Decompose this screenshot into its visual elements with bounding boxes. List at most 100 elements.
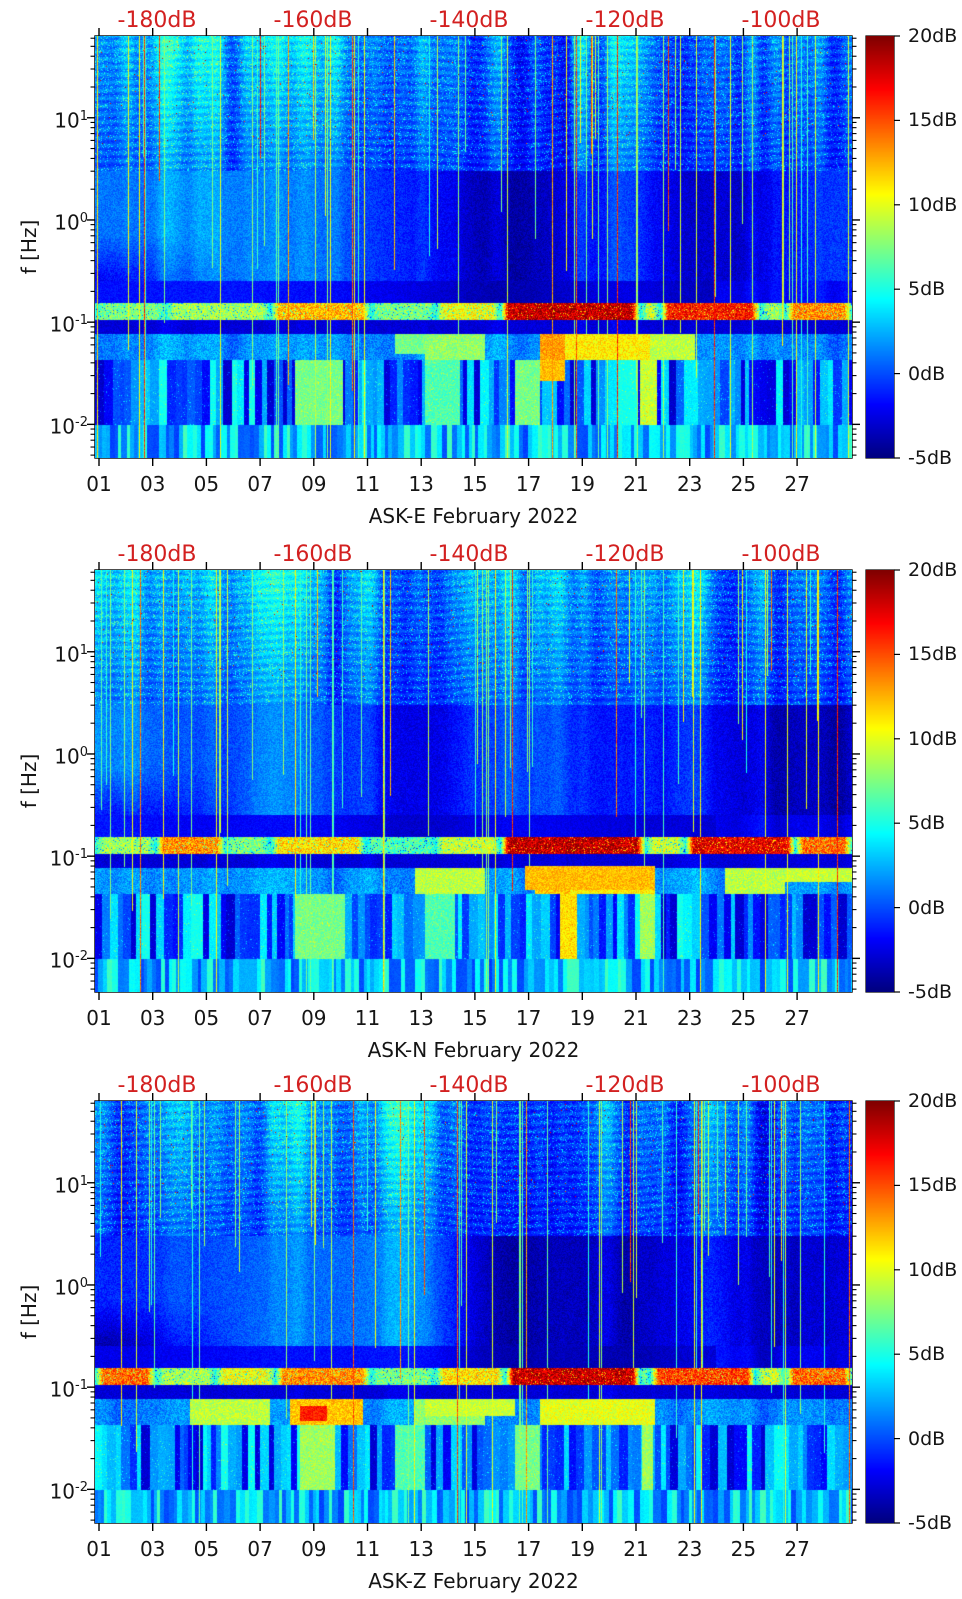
panel-title: ASK-Z February 2022: [368, 1569, 579, 1593]
x-tick-label: 13: [408, 1537, 434, 1561]
x-tick-label: 25: [730, 1537, 757, 1561]
x-tick-label: 03: [139, 1537, 166, 1561]
y-axis-title: f [Hz]: [17, 1284, 41, 1340]
colorbar-tick-label: 15dB: [908, 109, 958, 132]
x-tick-label: 21: [623, 1537, 649, 1561]
x-tick-label: 11: [354, 472, 381, 496]
y-tick-exponent: 1: [79, 642, 88, 658]
y-tick-exponent: -1: [75, 313, 88, 329]
x-tick-label: 27: [784, 1006, 810, 1030]
top-axis-label: -100dB: [741, 1073, 821, 1098]
y-tick-label: 101: [24, 638, 88, 666]
y-tick-base: 10: [54, 210, 80, 235]
top-axis-label: -120dB: [585, 8, 665, 33]
y-tick-base: 10: [54, 108, 80, 133]
x-tick-label: 15: [462, 1537, 488, 1561]
y-tick-exponent: 1: [79, 1173, 88, 1189]
y-tick-exponent: -1: [75, 847, 88, 863]
y-tick-base: 10: [54, 1173, 80, 1198]
y-tick-base: 10: [54, 744, 80, 769]
colorbar-tick-label: 10dB: [908, 193, 958, 216]
y-tick-label: 10-2: [24, 944, 88, 974]
y-tick-label: 10-2: [24, 410, 88, 440]
y-tick-exponent: -2: [75, 415, 88, 431]
x-tick-label: 11: [354, 1006, 381, 1030]
x-tick-label: 19: [569, 1006, 596, 1030]
x-tick-label: 01: [86, 1537, 112, 1561]
x-tick-label: 07: [247, 1006, 273, 1030]
colorbar-ask-e: [866, 36, 894, 458]
x-tick-label: 19: [569, 1537, 596, 1561]
x-tick-label: 09: [301, 1006, 327, 1030]
colorbar-tick-label: 15dB: [908, 1174, 958, 1197]
top-axis-label: -160dB: [273, 8, 353, 33]
y-tick-label: 100: [24, 1271, 88, 1300]
x-tick-label: 01: [86, 472, 112, 496]
colorbar-tick-label: 0dB: [908, 896, 946, 919]
top-axis-label: -120dB: [585, 542, 665, 567]
colorbar-tick-label: 20dB: [908, 25, 958, 47]
x-tick-label: 05: [193, 472, 220, 496]
spectrogram-ask-z: [95, 1101, 852, 1523]
y-tick-label: 100: [24, 206, 88, 235]
y-tick-base: 10: [49, 1377, 76, 1402]
y-tick-base: 10: [54, 1275, 80, 1300]
x-tick-label: 07: [247, 472, 273, 496]
colorbar-ask-z: [866, 1101, 894, 1523]
x-tick-label: 13: [408, 1006, 434, 1030]
x-tick-label: 13: [408, 472, 434, 496]
x-tick-label: 23: [676, 472, 703, 496]
top-axis-label: -180dB: [117, 8, 197, 33]
y-tick-base: 10: [49, 312, 76, 337]
x-tick-label: 25: [730, 1006, 757, 1030]
top-axis-label: -160dB: [273, 542, 353, 567]
top-axis-label: -140dB: [429, 542, 509, 567]
x-tick-label: 23: [676, 1006, 703, 1030]
x-tick-label: 21: [623, 472, 649, 496]
colorbar-tick-label: 0dB: [908, 1427, 946, 1450]
top-axis-label: -100dB: [741, 542, 821, 567]
y-tick-base: 10: [49, 949, 76, 974]
x-tick-label: 15: [462, 1006, 488, 1030]
x-tick-label: 27: [784, 472, 810, 496]
top-axis-label: -100dB: [741, 8, 821, 33]
top-axis-label: -120dB: [585, 1073, 665, 1098]
y-tick-base: 10: [49, 846, 76, 871]
panel-title: ASK-N February 2022: [367, 1038, 580, 1062]
y-tick-base: 10: [49, 415, 76, 440]
top-axis-label: -160dB: [273, 1073, 353, 1098]
top-axis-label: -140dB: [429, 1073, 509, 1098]
y-tick-label: 101: [24, 1169, 88, 1198]
y-axis-title: f [Hz]: [17, 219, 41, 275]
spectrogram-ask-n: [95, 570, 852, 992]
panel-title: ASK-E February 2022: [368, 504, 579, 528]
top-axis-label: -140dB: [429, 8, 509, 33]
y-tick-exponent: -2: [75, 1480, 88, 1496]
y-tick-label: 101: [24, 104, 88, 133]
x-tick-label: 17: [515, 1006, 542, 1030]
y-tick-label: 10-2: [24, 1475, 88, 1504]
x-tick-label: 09: [301, 472, 327, 496]
x-tick-label: 25: [730, 472, 757, 496]
spectrogram-ask-e: [95, 36, 852, 458]
y-tick-label: 10-1: [24, 842, 88, 871]
colorbar-tick-label: 10dB: [908, 727, 958, 750]
top-axis-label: -180dB: [117, 1073, 197, 1098]
y-tick-label: 100: [24, 740, 88, 769]
x-tick-label: 05: [193, 1006, 220, 1030]
y-tick-label: 10-1: [24, 1373, 88, 1402]
x-tick-label: 01: [86, 1006, 112, 1030]
x-tick-label: 09: [301, 1537, 327, 1561]
y-tick-exponent: 0: [79, 210, 88, 226]
y-tick-exponent: 1: [79, 108, 88, 124]
x-tick-label: 19: [569, 472, 596, 496]
x-tick-label: 05: [193, 1537, 220, 1561]
x-tick-label: 27: [784, 1537, 810, 1561]
colorbar-tick-label: 10dB: [908, 1258, 958, 1281]
x-tick-label: 17: [515, 1537, 542, 1561]
colorbar-tick-label: 5dB: [908, 278, 946, 301]
colorbar-ask-n: [866, 570, 894, 992]
colorbar-tick-label: 20dB: [908, 559, 958, 581]
x-tick-label: 15: [462, 472, 488, 496]
